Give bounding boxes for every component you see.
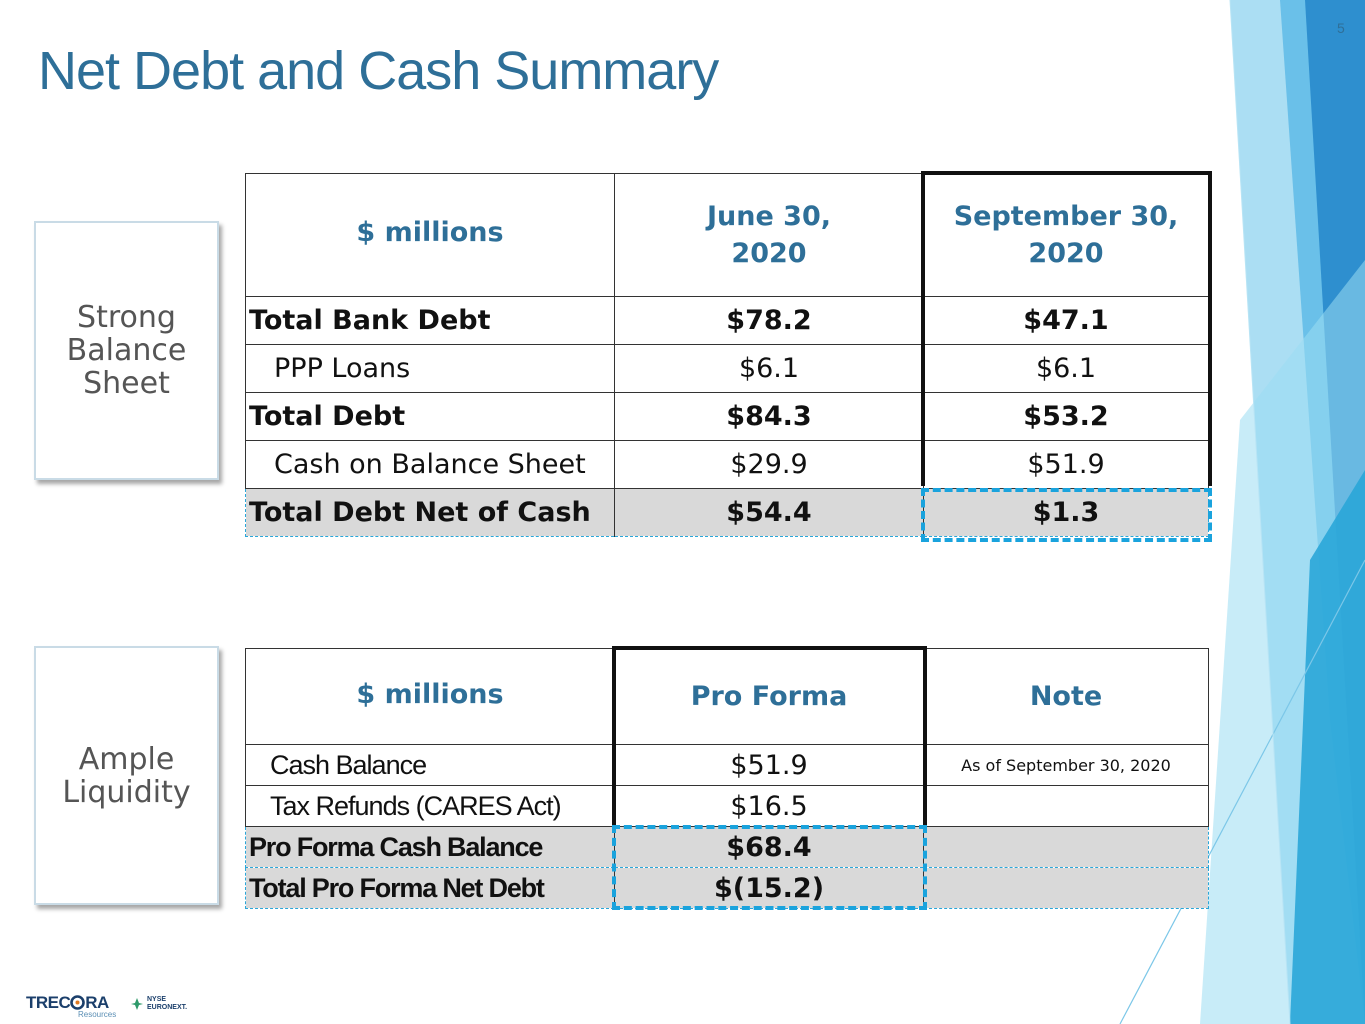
strong-balance-sheet-card: Strong Balance Sheet [34, 221, 219, 480]
header-millions: $ millions [245, 173, 615, 297]
row-value: $68.4 [614, 826, 924, 868]
row-label: Total Debt [245, 392, 615, 441]
card-line: Balance [66, 333, 187, 368]
logo-text: TREC [26, 993, 71, 1012]
row-value-sept: $53.2 [923, 392, 1209, 441]
row-label: Total Pro Forma Net Debt [245, 867, 615, 909]
liquidity-table: $ millions Pro Forma Note Cash Balance $… [245, 648, 1209, 909]
table-row: PPP Loans $6.1 $6.1 [245, 344, 1209, 393]
row-note [923, 867, 1209, 909]
header-line: 2020 [1028, 238, 1104, 269]
exchange-line: NYSE [147, 996, 167, 1003]
table-row: Total Debt $84.3 $53.2 [245, 392, 1209, 441]
row-value: $(15.2) [614, 867, 924, 909]
header-millions: $ millions [245, 648, 615, 745]
row-label: Tax Refunds (CARES Act) [245, 785, 615, 827]
card-line: Sheet [83, 366, 170, 401]
logo-subtext: Resources [78, 1010, 117, 1019]
row-value-sept: $47.1 [923, 296, 1209, 345]
table-row: Cash Balance $51.9 As of September 30, 2… [245, 744, 1209, 786]
header-line: 2020 [731, 238, 807, 269]
header-june: June 30, 2020 [614, 173, 924, 297]
row-value-sept: $51.9 [923, 440, 1209, 489]
row-note [923, 826, 1209, 868]
header-line: September 30, [953, 201, 1179, 232]
ample-liquidity-card: Ample Liquidity [34, 646, 219, 905]
nyse-euronext-logo: NYSE EURONEXT. [130, 996, 187, 1012]
exchange-line: EURONEXT. [147, 1004, 188, 1011]
header-pro-forma: Pro Forma [614, 648, 924, 745]
header-note: Note [923, 648, 1209, 745]
nyse-leaf-icon [131, 998, 143, 1010]
table-header-row: $ millions June 30, 2020 September 30, 2… [245, 173, 1209, 297]
card-line: Ample [78, 741, 175, 777]
logo-text: RA [85, 993, 109, 1012]
card-line: Strong [77, 300, 176, 335]
table-row: Tax Refunds (CARES Act) $16.5 [245, 785, 1209, 827]
row-note [923, 785, 1209, 827]
header-september: September 30, 2020 [923, 173, 1209, 297]
row-label: Cash on Balance Sheet [245, 440, 615, 489]
header-line: June 30, [706, 201, 832, 232]
row-label: PPP Loans [245, 344, 615, 393]
table-row-total: Total Debt Net of Cash $54.4 $1.3 [245, 488, 1209, 537]
trecora-logo: TREC RA Resources [26, 993, 116, 1019]
row-value: $16.5 [614, 785, 924, 827]
table-header-row: $ millions Pro Forma Note [245, 648, 1209, 745]
row-label: Total Bank Debt [245, 296, 615, 345]
row-note: As of September 30, 2020 [923, 744, 1209, 786]
table-row: Total Bank Debt $78.2 $47.1 [245, 296, 1209, 345]
card-line: Liquidity [62, 774, 191, 810]
row-value-june: $29.9 [614, 440, 924, 489]
row-value-june: $6.1 [614, 344, 924, 393]
row-value-june: $84.3 [614, 392, 924, 441]
page-number: 5 [1337, 20, 1345, 36]
row-value-june: $78.2 [614, 296, 924, 345]
row-value-sept: $1.3 [923, 488, 1209, 537]
row-value-sept: $6.1 [923, 344, 1209, 393]
logo-o-icon [70, 995, 86, 1010]
row-label: Total Debt Net of Cash [245, 488, 615, 537]
row-value: $51.9 [614, 744, 924, 786]
row-value-june: $54.4 [614, 488, 924, 537]
slide-title: Net Debt and Cash Summary [38, 41, 719, 101]
row-label: Cash Balance [245, 744, 615, 786]
net-debt-table: $ millions June 30, 2020 September 30, 2… [245, 173, 1209, 537]
table-row-total: Total Pro Forma Net Debt $(15.2) [245, 867, 1209, 909]
table-row: Cash on Balance Sheet $29.9 $51.9 [245, 440, 1209, 489]
row-label: Pro Forma Cash Balance [245, 826, 615, 868]
table-row-total: Pro Forma Cash Balance $68.4 [245, 826, 1209, 868]
